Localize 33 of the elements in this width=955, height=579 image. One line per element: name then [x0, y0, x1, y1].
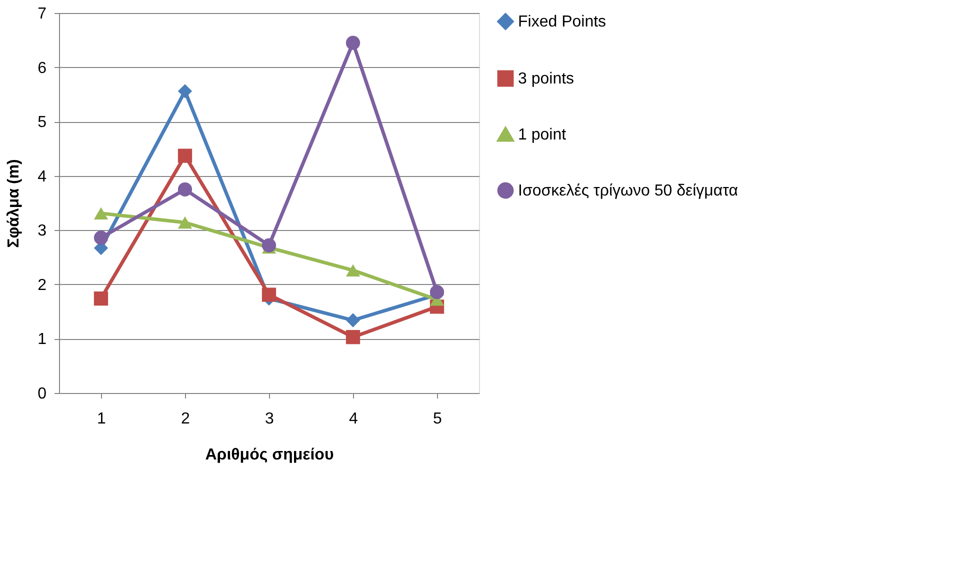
point — [346, 36, 360, 50]
point — [346, 313, 360, 328]
point — [178, 84, 192, 98]
point — [94, 291, 108, 306]
legend-label: 1 point — [518, 126, 567, 144]
x-tick-label: 3 — [265, 410, 274, 428]
x-tick-label: 1 — [97, 410, 106, 428]
y-tick-label: 6 — [38, 60, 47, 77]
y-tick-label: 5 — [38, 114, 47, 132]
legend-label: 3 points — [518, 70, 574, 88]
point — [262, 238, 276, 252]
point — [346, 264, 360, 276]
y-tick-label: 0 — [38, 386, 47, 402]
point — [262, 288, 276, 302]
point — [94, 207, 108, 220]
y-tick-label: 1 — [38, 331, 47, 348]
y-tick-label: 2 — [38, 276, 47, 294]
legend-label: Fixed Points — [518, 14, 606, 30]
point — [94, 230, 108, 245]
x-tick-label: 5 — [433, 410, 442, 428]
point — [430, 284, 444, 300]
y-axis-title: Σφάλμα (m) — [6, 159, 23, 248]
y-tick-label: 4 — [38, 168, 47, 186]
x-tick-label: 4 — [349, 410, 358, 428]
point — [346, 330, 360, 344]
legend-label: Ισοσκελές τρίγωνο 50 δείγματα — [518, 182, 738, 200]
point — [178, 182, 192, 196]
point — [178, 148, 192, 163]
point — [178, 216, 192, 229]
x-axis-title: Αριθμός σημείου — [205, 446, 334, 464]
x-tick-label: 2 — [181, 410, 190, 428]
y-tick-label: 3 — [38, 222, 47, 240]
y-tick-label: 7 — [38, 6, 47, 22]
